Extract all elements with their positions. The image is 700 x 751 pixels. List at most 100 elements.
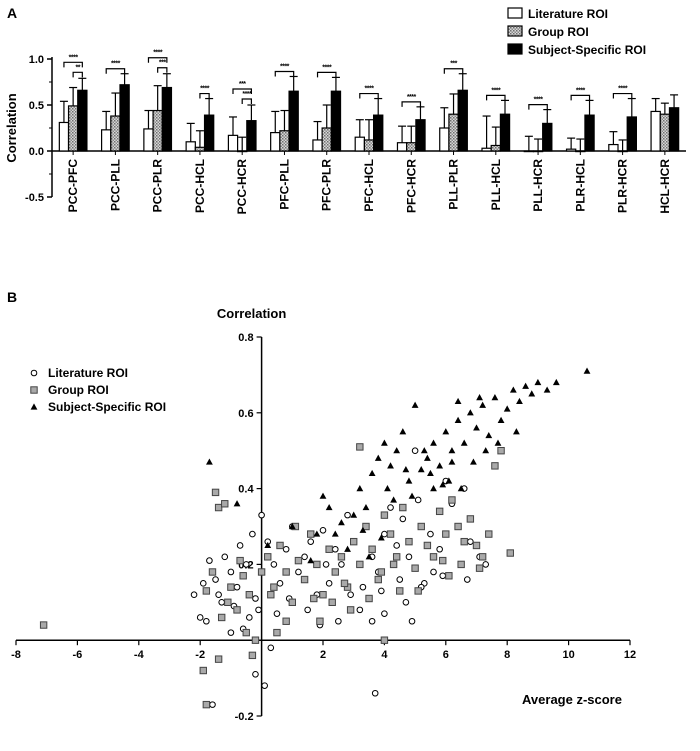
point-group-roi bbox=[211, 488, 220, 497]
point-group-roi bbox=[472, 541, 481, 550]
point-group-roi bbox=[429, 553, 438, 561]
point-subject-specific-roi bbox=[473, 424, 480, 431]
point-group-roi bbox=[264, 553, 272, 561]
point-subject-specific-roi bbox=[466, 409, 474, 416]
bar-group-roi bbox=[406, 142, 417, 152]
point-subject-specific-roi bbox=[439, 481, 447, 488]
point-literature-roi bbox=[436, 545, 443, 553]
point-group-roi bbox=[356, 560, 364, 569]
point-literature-roi bbox=[430, 568, 437, 576]
category-label: PLR-HCR bbox=[616, 159, 630, 213]
significance-bracket bbox=[232, 88, 252, 94]
point-group-roi bbox=[282, 568, 290, 576]
point-literature-roi bbox=[396, 576, 404, 583]
point-subject-specific-roi bbox=[534, 378, 542, 386]
point-subject-specific-roi bbox=[583, 367, 591, 374]
category-label: PCC-HCL bbox=[193, 159, 207, 213]
point-subject-specific-roi bbox=[417, 466, 425, 473]
bar-subject-specific-roi bbox=[668, 107, 680, 152]
point-group-roi bbox=[227, 583, 235, 591]
bar-group-roi bbox=[490, 144, 502, 152]
significance-bracket bbox=[316, 71, 337, 78]
bar-group-roi bbox=[110, 115, 121, 152]
point-literature-roi bbox=[313, 591, 321, 599]
bar-literature-roi bbox=[439, 127, 450, 152]
category-label: PFC-PLR bbox=[320, 159, 334, 211]
significance-label: *** bbox=[450, 61, 457, 68]
point-literature-roi bbox=[347, 591, 354, 599]
point-subject-specific-roi bbox=[408, 492, 416, 499]
bar-subject-specific-roi bbox=[542, 122, 553, 152]
point-subject-specific-roi bbox=[206, 458, 213, 465]
point-subject-specific-roi bbox=[387, 462, 394, 469]
point-literature-roi bbox=[285, 595, 293, 602]
y-tick-label: 0.8 bbox=[238, 332, 253, 344]
point-literature-roi bbox=[368, 553, 376, 561]
category-label: HCL-HCR bbox=[658, 159, 672, 214]
point-group-roi bbox=[497, 447, 505, 455]
point-literature-roi bbox=[399, 515, 407, 523]
point-literature-roi bbox=[476, 553, 483, 561]
point-group-roi bbox=[248, 651, 257, 660]
point-literature-roi bbox=[411, 447, 419, 455]
bar-literature-roi bbox=[143, 128, 154, 152]
point-literature-roi bbox=[322, 561, 330, 568]
y-tick-label: 1.0 bbox=[29, 54, 44, 66]
point-literature-roi bbox=[356, 606, 364, 614]
bar-group-roi bbox=[152, 109, 163, 152]
point-subject-specific-roi bbox=[377, 534, 385, 541]
point-subject-specific-roi bbox=[350, 511, 358, 518]
significance-bracket bbox=[443, 68, 464, 74]
point-group-roi bbox=[307, 530, 315, 538]
point-group-roi bbox=[435, 507, 444, 516]
point-group-roi bbox=[392, 553, 401, 561]
point-subject-specific-roi bbox=[552, 378, 560, 386]
category-label: PFC-HCR bbox=[404, 159, 418, 213]
point-literature-roi bbox=[463, 576, 471, 583]
point-literature-roi bbox=[221, 553, 229, 561]
point-literature-roi bbox=[264, 538, 272, 545]
bar-subject-specific-roi bbox=[415, 119, 426, 152]
point-group-roi bbox=[300, 575, 309, 584]
x-tick-label: -8 bbox=[11, 649, 21, 661]
category-label: PCC-PLR bbox=[151, 159, 165, 213]
point-group-roi bbox=[282, 617, 290, 625]
point-subject-specific-roi bbox=[319, 492, 327, 499]
point-literature-roi bbox=[252, 595, 259, 602]
legend-label: Group ROI bbox=[528, 25, 589, 39]
point-group-roi bbox=[221, 500, 229, 508]
point-subject-specific-roi bbox=[436, 462, 444, 469]
point-subject-specific-roi bbox=[307, 557, 315, 564]
point-group-roi bbox=[478, 553, 487, 561]
point-subject-specific-roi bbox=[528, 390, 536, 397]
point-subject-specific-roi bbox=[491, 394, 499, 401]
point-group-roi bbox=[214, 503, 223, 512]
category-label: PCC-PLL bbox=[108, 159, 122, 211]
category-label: PLL-HCL bbox=[489, 159, 503, 210]
point-literature-roi bbox=[467, 538, 474, 545]
point-literature-roi bbox=[417, 583, 425, 591]
bar-subject-specific-roi bbox=[161, 86, 173, 152]
legend-label: Group ROI bbox=[48, 383, 109, 397]
point-group-roi bbox=[350, 537, 358, 546]
point-subject-specific-roi bbox=[448, 458, 456, 465]
point-subject-specific-roi bbox=[374, 454, 382, 461]
y-axis-title: Correlation bbox=[217, 306, 286, 321]
x-tick-label: 4 bbox=[381, 649, 388, 661]
category-label: PFC-HCL bbox=[362, 159, 376, 212]
point-literature-roi bbox=[218, 599, 225, 606]
significance-label: ** bbox=[76, 64, 81, 71]
point-group-roi bbox=[485, 530, 493, 538]
point-literature-roi bbox=[439, 572, 447, 580]
point-group-roi bbox=[242, 628, 250, 637]
bar-group-roi bbox=[617, 150, 628, 153]
point-literature-roi bbox=[460, 485, 468, 492]
panel-a-label: A bbox=[7, 5, 17, 21]
point-group-roi bbox=[365, 594, 373, 603]
bar-group-roi bbox=[67, 105, 79, 152]
point-subject-specific-roi bbox=[356, 485, 364, 492]
point-literature-roi bbox=[448, 500, 456, 508]
bar-literature-roi bbox=[565, 148, 577, 152]
point-group-roi bbox=[380, 636, 389, 644]
